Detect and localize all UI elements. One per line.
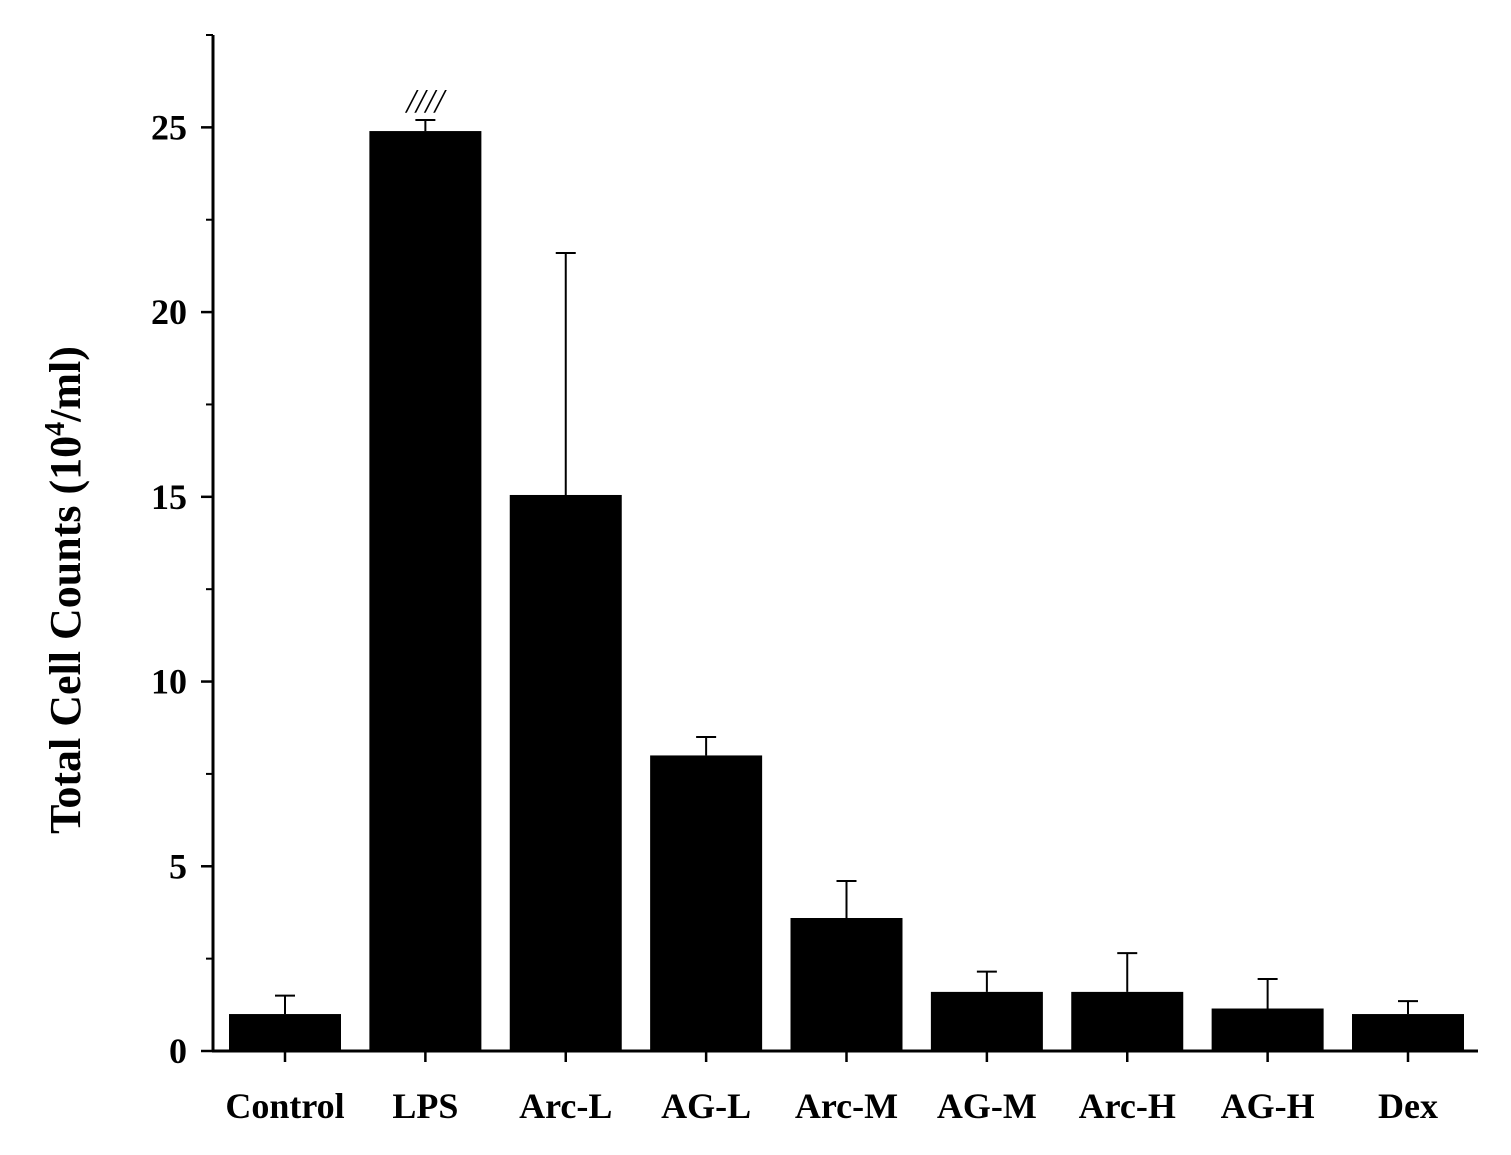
bar-ag-l [650,755,763,1051]
x-tick-label-dex: Dex [1378,1086,1438,1126]
x-tick-label-lps: LPS [392,1086,458,1126]
bar-arc-l [509,494,622,1052]
y-axis-title-main: Total Cell Counts (10 [41,436,90,834]
x-tick-label-control: Control [225,1086,344,1126]
x-tick-label-ag-h: AG-H [1221,1086,1315,1126]
bars-layer [229,131,1464,1052]
x-tick-label-arc-h: Arc-H [1079,1086,1176,1126]
bar-lps [369,131,482,1051]
y-tick-label-0: 0 [169,1031,187,1071]
x-tick-label-ag-l: AG-L [661,1086,751,1126]
y-tick-label-25: 25 [151,107,187,147]
bar-dex [1352,1014,1464,1051]
y-tick-label-10: 10 [151,662,187,702]
y-tick-label-15: 15 [151,477,187,517]
bar-control [229,1014,341,1051]
y-axis-title-exponent: 4 [40,422,71,436]
bar-arc-h [1071,991,1184,1051]
x-tick-label-arc-m: Arc-M [795,1086,898,1126]
y-axis-title: Total Cell Counts (104/ml) [40,346,90,834]
x-tick-label-arc-l: Arc-L [519,1086,612,1126]
y-axis-title-unit: /ml) [41,346,90,423]
bar-ag-h [1211,1008,1324,1051]
x-tick-label-ag-m: AG-M [937,1086,1037,1126]
y-tick-label-20: 20 [151,292,187,332]
annotations-layer: //// [404,83,447,120]
bar-ag-m [930,991,1043,1051]
y-tick-label-5: 5 [169,846,187,886]
svg-text:Total Cell Counts (104/ml): Total Cell Counts (104/ml) [40,346,90,834]
axes-layer: Control LPS Arc-L AG-L Arc-M AG-M Arc-H AG-H Dex… [151,34,1478,1126]
error-bars-layer [275,118,1418,1015]
significance-annotation-lps: //// [404,83,447,120]
bar-arc-m [790,918,903,1051]
